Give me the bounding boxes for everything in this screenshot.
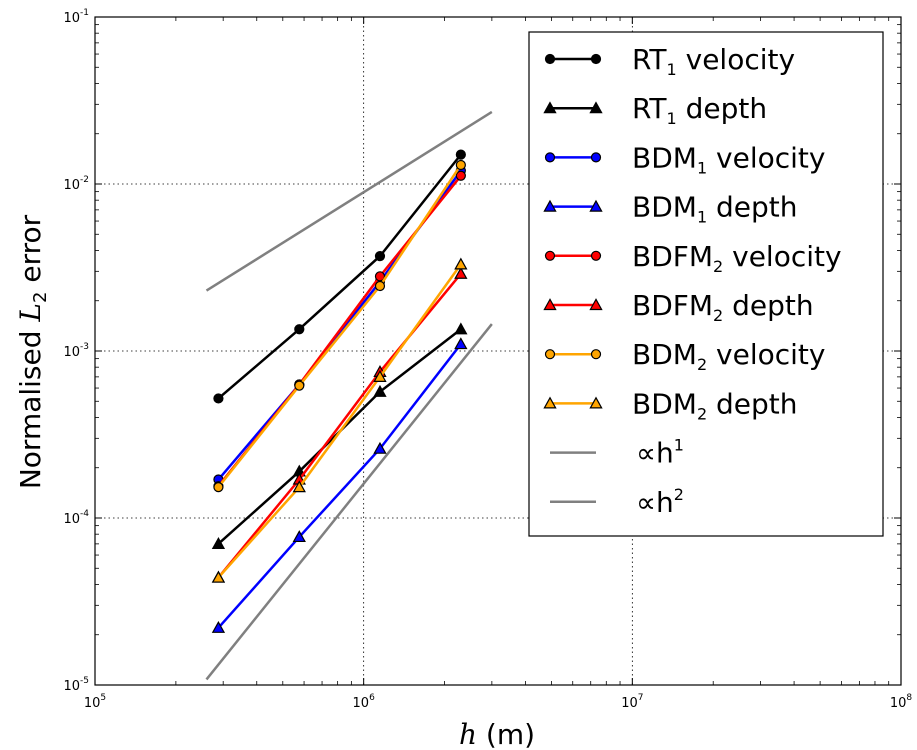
triangle-marker: [543, 396, 557, 409]
axis-ticks: 105 106 107 108 10-5 10-4 10-3 10-2 10-1: [63, 8, 912, 711]
triangle-marker: [373, 370, 387, 382]
legend-label: ∝h2: [636, 485, 684, 519]
legend-item: BDM1 depth: [543, 191, 798, 227]
legend-item: ∝h2: [550, 485, 684, 519]
legend-label: BDM1 depth: [632, 191, 798, 227]
x-axis-unit: (m): [477, 718, 535, 750]
series-line: [217, 272, 462, 579]
series-line: [217, 164, 462, 488]
series-line: [217, 153, 462, 400]
y-axis-label-prefix: Normalised: [14, 322, 47, 490]
legend-label: BDFM2 depth: [632, 289, 814, 325]
y-axis-variable: L: [14, 303, 47, 323]
legend-item: RT1 depth: [543, 92, 767, 128]
triangle-marker: [211, 537, 226, 549]
x-axis-variable: h: [459, 718, 477, 750]
circle-marker: [590, 250, 602, 261]
triangle-marker: [211, 620, 226, 633]
circle-marker: [455, 149, 466, 160]
series-line: [217, 343, 462, 629]
triangle-marker: [543, 199, 557, 212]
y-tick-label: 10-1: [63, 8, 89, 26]
reference-lines: [205, 110, 493, 681]
triangle-marker: [589, 298, 603, 311]
legend-label: RT1 velocity: [632, 43, 795, 79]
triangle-marker: [589, 101, 603, 114]
legend-item: BDFM2 depth: [543, 289, 814, 325]
triangle-marker: [454, 322, 468, 335]
circle-marker: [590, 349, 602, 360]
legend-item: BDM1 velocity: [544, 141, 825, 177]
circle-marker: [544, 53, 556, 65]
series-bdm2-depth: [211, 257, 468, 583]
triangle-marker: [292, 480, 306, 493]
x-tick-label: 105: [84, 693, 106, 711]
triangle-marker: [543, 298, 557, 311]
legend-item: BDM2 velocity: [544, 338, 825, 374]
y-axis-label: Normalised L2 error: [14, 214, 51, 489]
series-bdm2-velocity: [213, 159, 466, 493]
legend-label: BDM1 velocity: [632, 141, 825, 177]
legend-item: RT1 velocity: [544, 43, 795, 79]
x-tick-label: 106: [353, 693, 376, 711]
y-tick-label: 10-2: [63, 175, 89, 193]
triangle-marker: [292, 530, 306, 543]
series-rt1-velocity: [213, 149, 466, 404]
triangle-marker: [543, 101, 557, 114]
circle-marker: [213, 482, 224, 493]
data-series: [211, 149, 468, 633]
x-tick-label: 108: [890, 693, 913, 711]
y-axis-subscript: 2: [30, 292, 51, 303]
circle-marker: [590, 53, 602, 65]
legend-item: BDFM2 velocity: [544, 240, 842, 276]
x-tick-label: 107: [621, 693, 643, 711]
legend-item: ∝h1: [550, 436, 684, 470]
y-tick-label: 10-3: [63, 342, 89, 360]
circle-marker: [213, 393, 224, 404]
x-axis-label: h (m): [459, 718, 535, 750]
triangle-marker: [589, 199, 603, 212]
triangle-marker: [211, 570, 226, 583]
series-bdm1-depth: [211, 337, 468, 633]
circle-marker: [590, 152, 602, 163]
circle-marker: [374, 251, 386, 262]
legend-item: BDM2 depth: [543, 387, 798, 423]
triangle-marker: [589, 396, 603, 409]
reference-line: [205, 323, 493, 681]
legend-label: BDM2 depth: [632, 387, 798, 423]
circle-marker: [455, 170, 466, 181]
y-tick-label: 10-4: [63, 509, 89, 527]
circle-marker: [544, 152, 556, 163]
y-tick-label: 10-5: [63, 676, 89, 694]
triangle-marker: [454, 257, 468, 270]
circle-marker: [294, 324, 305, 335]
legend-label: ∝h1: [636, 436, 684, 470]
legend-label: BDFM2 velocity: [632, 240, 842, 276]
series-bdfm2-velocity: [213, 170, 466, 492]
circle-marker: [455, 159, 466, 171]
triangle-marker: [454, 266, 468, 279]
circle-marker: [374, 280, 386, 292]
reference-line: [205, 110, 493, 292]
legend: RT1 velocity RT1 depth BDM1 velocity BDM1 d…: [528, 31, 884, 537]
legend-label: BDM2 velocity: [632, 338, 825, 374]
triangle-marker: [373, 384, 387, 397]
legend-label: RT1 depth: [632, 92, 767, 128]
circle-marker: [544, 349, 556, 360]
triangle-marker: [454, 337, 468, 350]
series-bdfm2-depth: [211, 266, 468, 583]
circle-marker: [374, 271, 386, 282]
triangle-marker: [373, 441, 387, 454]
circle-marker: [294, 380, 305, 391]
y-axis-label-suffix: error: [14, 214, 47, 291]
circle-marker: [544, 250, 556, 261]
series-line: [217, 263, 462, 579]
